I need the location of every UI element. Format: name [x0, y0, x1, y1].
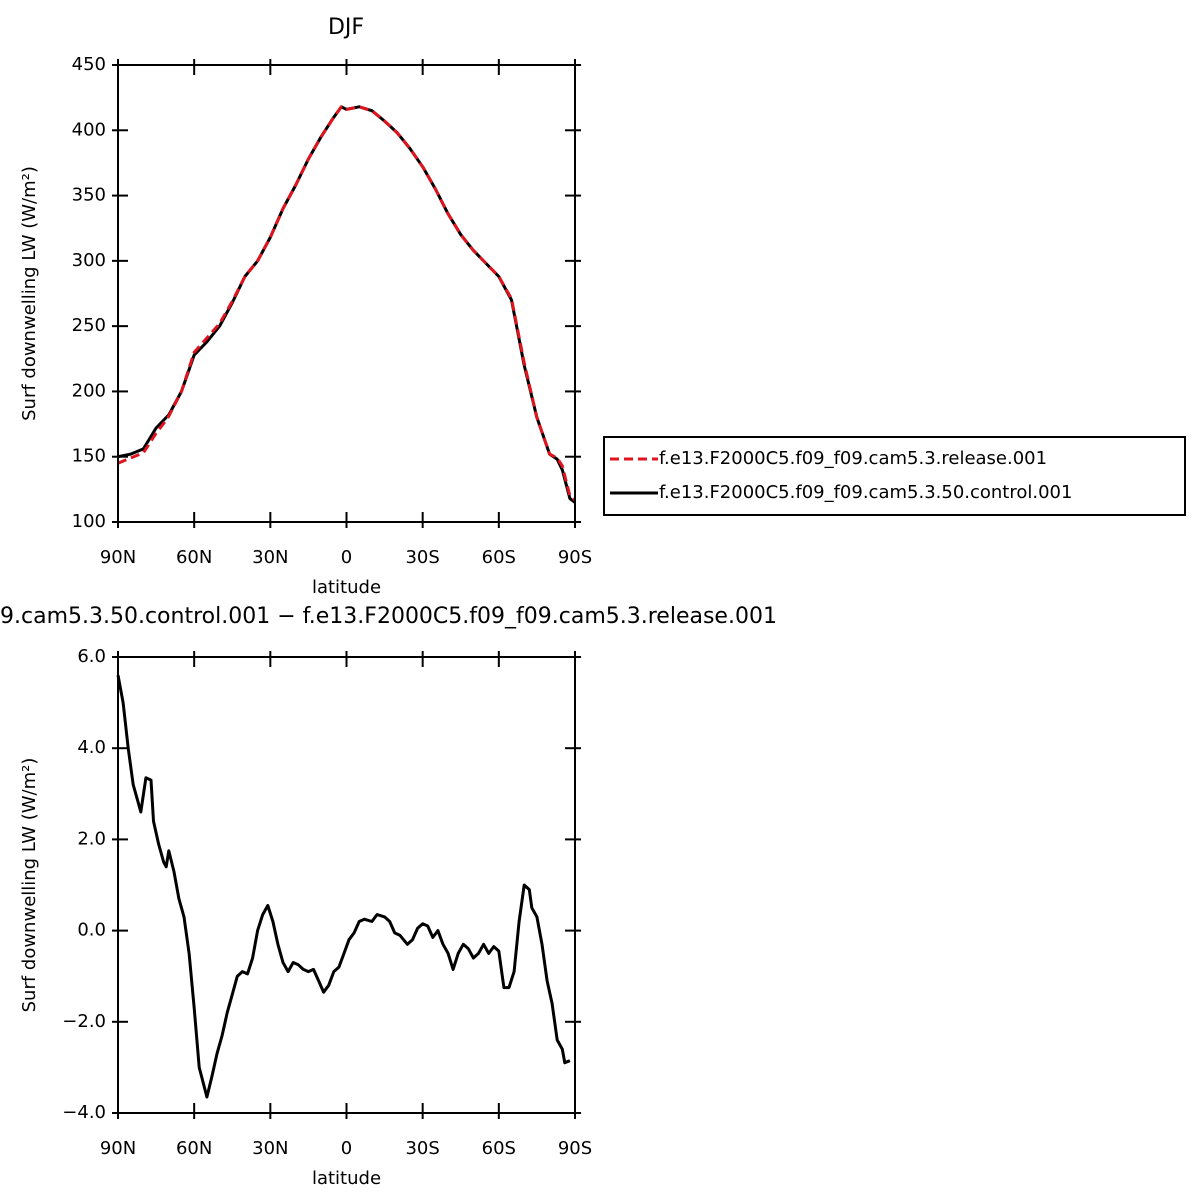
- y-tick-label: 0.0: [77, 920, 106, 941]
- y-tick-label: 250: [72, 315, 106, 336]
- legend-label: f.e13.F2000C5.f09_f09.cam5.3.release.001: [659, 448, 1047, 469]
- y-tick-label: 400: [72, 119, 106, 140]
- y-axis-label: Surf downwelling LW (W/m²): [19, 758, 40, 1013]
- x-axis-label: latitude: [312, 577, 381, 598]
- x-tick-label: 60S: [482, 547, 516, 568]
- x-tick-label: 60N: [176, 547, 212, 568]
- chart-title: 9.cam5.3.50.control.001 − f.e13.F2000C5.…: [0, 604, 777, 629]
- x-tick-label: 30N: [252, 1138, 288, 1159]
- x-tick-label: 90S: [558, 1138, 592, 1159]
- y-tick-label: −4.0: [62, 1102, 106, 1123]
- y-tick-label: −2.0: [62, 1011, 106, 1032]
- x-tick-label: 0: [341, 547, 352, 568]
- y-tick-label: 4.0: [77, 737, 106, 758]
- y-tick-label: 450: [72, 54, 106, 75]
- x-tick-label: 90N: [100, 1138, 136, 1159]
- x-tick-label: 0: [341, 1138, 352, 1159]
- x-tick-label: 60S: [482, 1138, 516, 1159]
- y-axis-label: Surf downwelling LW (W/m²): [19, 166, 40, 421]
- plot-frame: [117, 656, 576, 1114]
- y-tick-label: 100: [72, 511, 106, 532]
- x-axis-label: latitude: [312, 1168, 381, 1189]
- x-tick-label: 30N: [252, 547, 288, 568]
- x-tick-label: 30S: [405, 1138, 439, 1159]
- legend-box: [603, 436, 1186, 516]
- y-tick-label: 2.0: [77, 828, 106, 849]
- y-tick-label: 200: [72, 380, 106, 401]
- y-tick-label: 350: [72, 185, 106, 206]
- x-tick-label: 90N: [100, 547, 136, 568]
- data-line: [116, 674, 571, 1099]
- x-tick-label: 30S: [405, 547, 439, 568]
- legend-label: f.e13.F2000C5.f09_f09.cam5.3.50.control.…: [659, 482, 1072, 503]
- y-tick-label: 6.0: [77, 646, 106, 667]
- chart-title: DJF: [328, 15, 364, 40]
- data-line: [117, 105, 576, 504]
- y-tick-label: 300: [72, 250, 106, 271]
- x-tick-label: 90S: [558, 547, 592, 568]
- data-line: [117, 105, 576, 501]
- plot-frame: [117, 64, 576, 523]
- x-tick-label: 60N: [176, 1138, 212, 1159]
- y-tick-label: 150: [72, 446, 106, 467]
